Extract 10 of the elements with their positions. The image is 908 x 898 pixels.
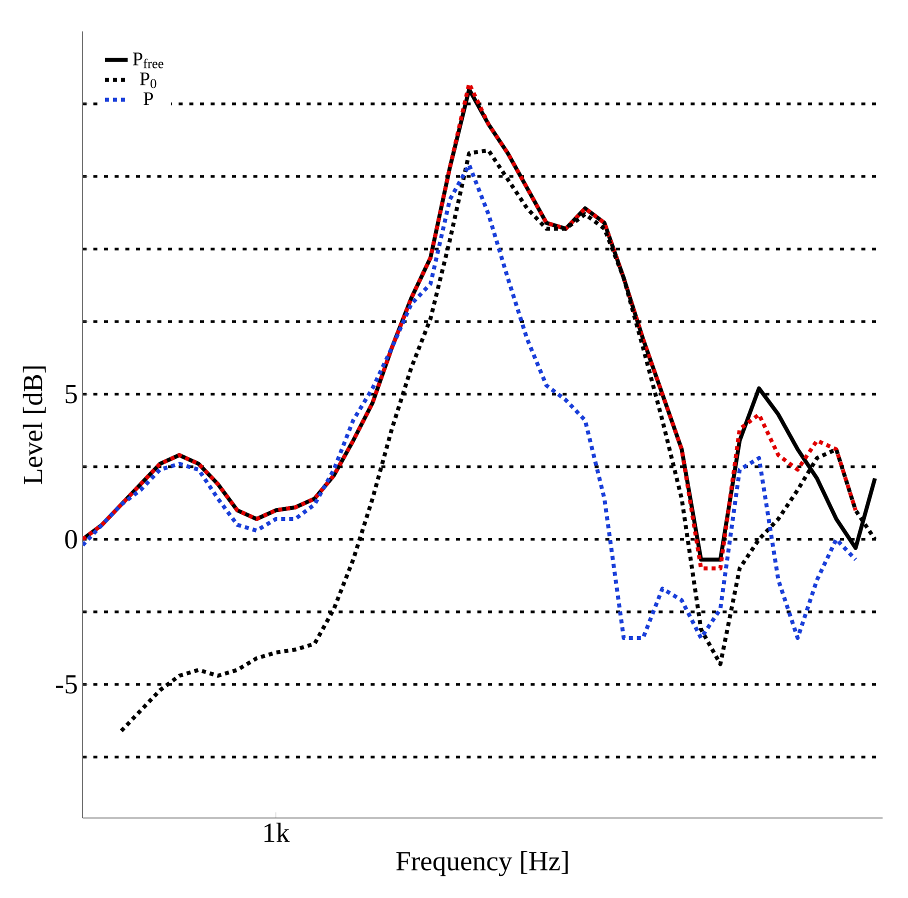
line-series (82, 162, 858, 640)
y-axis-title: Level [dB] (22, 366, 46, 484)
legend-label: P$_{0}$ (140, 72, 156, 88)
x-tick-label: 1k (264, 822, 290, 842)
legend-label: P (144, 92, 153, 106)
legend-label: P$_{free}$ (132, 52, 164, 68)
y-tick-label: -5 (56, 675, 77, 694)
y-tick-label: 0 (65, 530, 77, 549)
y-tick-label: 5 (66, 384, 77, 404)
x-axis-title: Frequency [Hz] (396, 851, 568, 876)
